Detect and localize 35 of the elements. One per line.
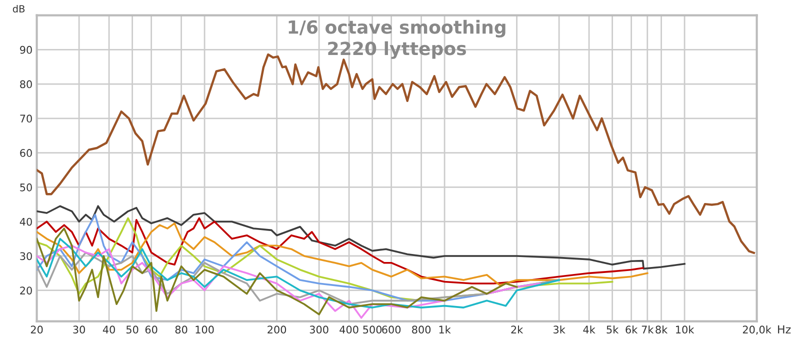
y-tick-label: 70 xyxy=(20,114,32,123)
x-tick-label: 800 xyxy=(412,326,431,334)
x-tick-label: 50 xyxy=(126,326,138,334)
y-tick-label: 90 xyxy=(20,46,32,54)
x-tick-label: 10k xyxy=(676,325,694,334)
x-tick-label: 500 xyxy=(363,326,382,334)
y-axis-title: dB xyxy=(12,4,25,12)
x-tick-label: 30 xyxy=(73,326,85,334)
x-tick-label: 6k xyxy=(626,325,638,334)
text: 2220 lyttepos xyxy=(328,41,466,59)
x-tick-label: 8k xyxy=(656,325,668,334)
x-tick-label: 7k xyxy=(642,325,654,334)
x-tick-label: 60 xyxy=(145,326,158,334)
x-tick-label: 200 xyxy=(268,326,286,334)
x-tick-label: 4k xyxy=(583,325,596,334)
x-tick-label: 1k xyxy=(439,325,451,334)
x-tick-label: 80 xyxy=(175,326,188,334)
x-tick-label: 40 xyxy=(102,326,115,334)
x-tick-label: 20,0k xyxy=(742,325,772,335)
x-tick-label: 2k xyxy=(511,325,524,334)
y-tick-label: 40 xyxy=(20,218,32,226)
x-tick-label: 600 xyxy=(382,326,401,334)
chart-title: 1/6 octave smoothing xyxy=(288,20,506,38)
y-tick-label: 80 xyxy=(20,80,32,88)
x-tick-label: 300 xyxy=(310,326,328,334)
x-tick-label: 400 xyxy=(340,326,358,334)
x-tick-label: 3k xyxy=(554,325,566,334)
y-tick-label: 30 xyxy=(20,252,32,260)
y-tick-label: 20 xyxy=(20,286,32,294)
y-tick-label: 60 xyxy=(20,149,32,157)
y-tick-label: 50 xyxy=(20,183,32,192)
x-axis-title: Hz xyxy=(778,325,791,334)
x-tick-label: 5k xyxy=(606,325,619,334)
x-tick-label: 100 xyxy=(196,326,214,334)
x-tick-label: 20 xyxy=(30,326,43,334)
